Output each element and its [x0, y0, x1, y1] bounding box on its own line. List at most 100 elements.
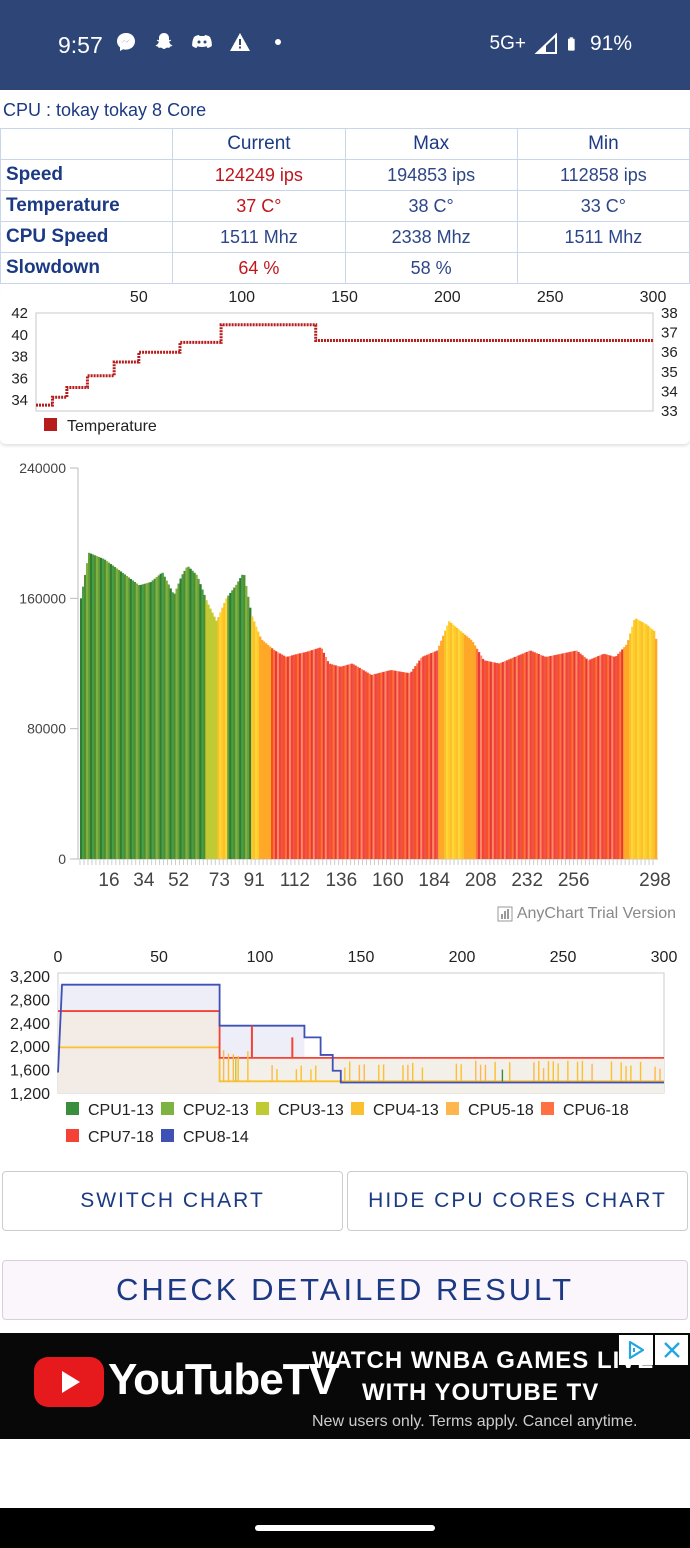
speed-bar [109, 564, 113, 859]
speed-bar [460, 631, 463, 859]
speed-bar [153, 578, 156, 859]
check-detailed-result-button[interactable]: CHECK DETAILED RESULT [2, 1260, 688, 1320]
stats-row-speed: Speed 124249 ips 194853 ips 112858 ips [0, 159, 690, 191]
speed-bar [201, 589, 204, 859]
main-content: CPU : tokay tokay 8 Core Current Max Min… [0, 90, 690, 1508]
core-line-cpu8 [57, 983, 664, 1084]
adchoices-icon[interactable] [619, 1335, 653, 1365]
speed-bar [344, 665, 347, 859]
cpu-cores-chart[interactable]: 0 50 100 150 200 250 300 1,200 1,600 2,000 2,400 2… [0, 940, 690, 1150]
speed-bar [298, 653, 302, 859]
speed-bar [245, 585, 248, 859]
snapchat-icon [155, 33, 173, 49]
speed-bar [444, 630, 447, 859]
speed-bar [398, 671, 401, 859]
cores-x-tick: 200 [449, 949, 476, 966]
discord-icon [192, 35, 212, 48]
speed-bar [557, 654, 560, 859]
speed-bar [119, 571, 123, 859]
speed-bar [288, 655, 292, 859]
speed-bar [651, 629, 654, 859]
ad-close-icon[interactable] [655, 1335, 688, 1365]
speed-bar [597, 656, 600, 859]
speed-bar [641, 621, 644, 859]
speed-bar [213, 616, 216, 859]
speed-bar [340, 666, 343, 859]
speed-bar [175, 588, 178, 859]
speed-bar [326, 661, 330, 859]
speed-bar [613, 656, 616, 859]
speed-bar [446, 625, 449, 859]
speed-bar [390, 670, 393, 859]
speed-bar [432, 652, 435, 859]
min-value: 112858 ips [516, 159, 690, 191]
speed-bar [653, 630, 656, 859]
speed-bar [633, 620, 636, 859]
cores-x-tick: 0 [54, 949, 63, 966]
speed-bar [581, 655, 584, 859]
home-gesture-handle[interactable] [255, 1525, 435, 1531]
speed-x-tick: 208 [465, 870, 497, 891]
speed-bar [521, 653, 524, 859]
speed-bar [247, 596, 250, 859]
current-value: 37 C° [172, 190, 346, 222]
ad-banner[interactable]: YouTubeTV WATCH WNBA GAMES LIVE WITH YOU… [0, 1333, 690, 1439]
speed-bar [320, 648, 324, 859]
speed-bar [489, 661, 493, 859]
speed-bar [386, 670, 389, 859]
speed-bar [360, 669, 363, 859]
speed-bar [171, 592, 174, 859]
stats-row-cpu-speed: CPU Speed 1511 Mhz 2338 Mhz 1511 Mhz [0, 221, 690, 253]
stats-header-empty [0, 128, 174, 160]
speed-bar [203, 594, 206, 859]
hide-cpu-cores-chart-button[interactable]: HIDE CPU CORES CHART [347, 1171, 688, 1231]
speed-bar [310, 650, 314, 859]
speed-bar [374, 673, 377, 859]
speed-bar [227, 595, 230, 859]
speed-bar [503, 661, 507, 859]
speed-bar [89, 553, 93, 859]
speed-bar [115, 568, 119, 859]
switch-chart-button[interactable]: SWITCH CHART [2, 1171, 343, 1231]
speed-bar [300, 652, 304, 859]
speed-chart[interactable]: 0 80000 160000 240000 16 34 52 73 91 112 136 160 18… [0, 454, 690, 904]
speed-bar [621, 649, 624, 859]
speed-bar [80, 598, 83, 859]
speed-bar [332, 664, 335, 859]
speed-bar [577, 651, 580, 859]
speed-bar [485, 660, 489, 859]
speed-bar [149, 582, 152, 859]
legend-swatch-cpu8-14 [161, 1129, 174, 1142]
speed-bar [481, 658, 485, 859]
speed-bar [535, 653, 538, 859]
speed-bar [358, 667, 361, 859]
speed-bar [422, 656, 425, 859]
speed-bar [424, 655, 427, 859]
speed-bar [394, 670, 397, 859]
speed-bar [117, 569, 121, 859]
navigation-bar [0, 1508, 690, 1548]
speed-bar [280, 654, 284, 859]
speed-bar [469, 639, 473, 859]
temperature-chart[interactable]: 50 100 150 200 250 300 34 36 38 40 42 33 34 35 36 37 3… [0, 288, 690, 444]
speed-bar [477, 652, 481, 859]
speed-bar [495, 662, 499, 859]
speed-bar [219, 612, 222, 859]
speed-bar [107, 562, 111, 859]
speed-bar [370, 674, 373, 859]
speed-bar [342, 665, 345, 859]
speed-bar [261, 639, 264, 859]
speed-bar [225, 598, 228, 859]
ad-headline-1: WATCH WNBA GAMES LIVE [312, 1347, 655, 1374]
warning-icon [230, 33, 250, 51]
speed-bar [282, 655, 286, 859]
row-label: Temperature [0, 190, 174, 222]
temp-y-right-tick: 38 [661, 305, 678, 322]
speed-bar [103, 559, 107, 859]
speed-bar [292, 654, 296, 859]
speed-bar [561, 653, 564, 859]
speed-bar [515, 656, 519, 859]
speed-bar [290, 655, 294, 859]
speed-bar [643, 623, 646, 859]
speed-bar [501, 661, 505, 859]
